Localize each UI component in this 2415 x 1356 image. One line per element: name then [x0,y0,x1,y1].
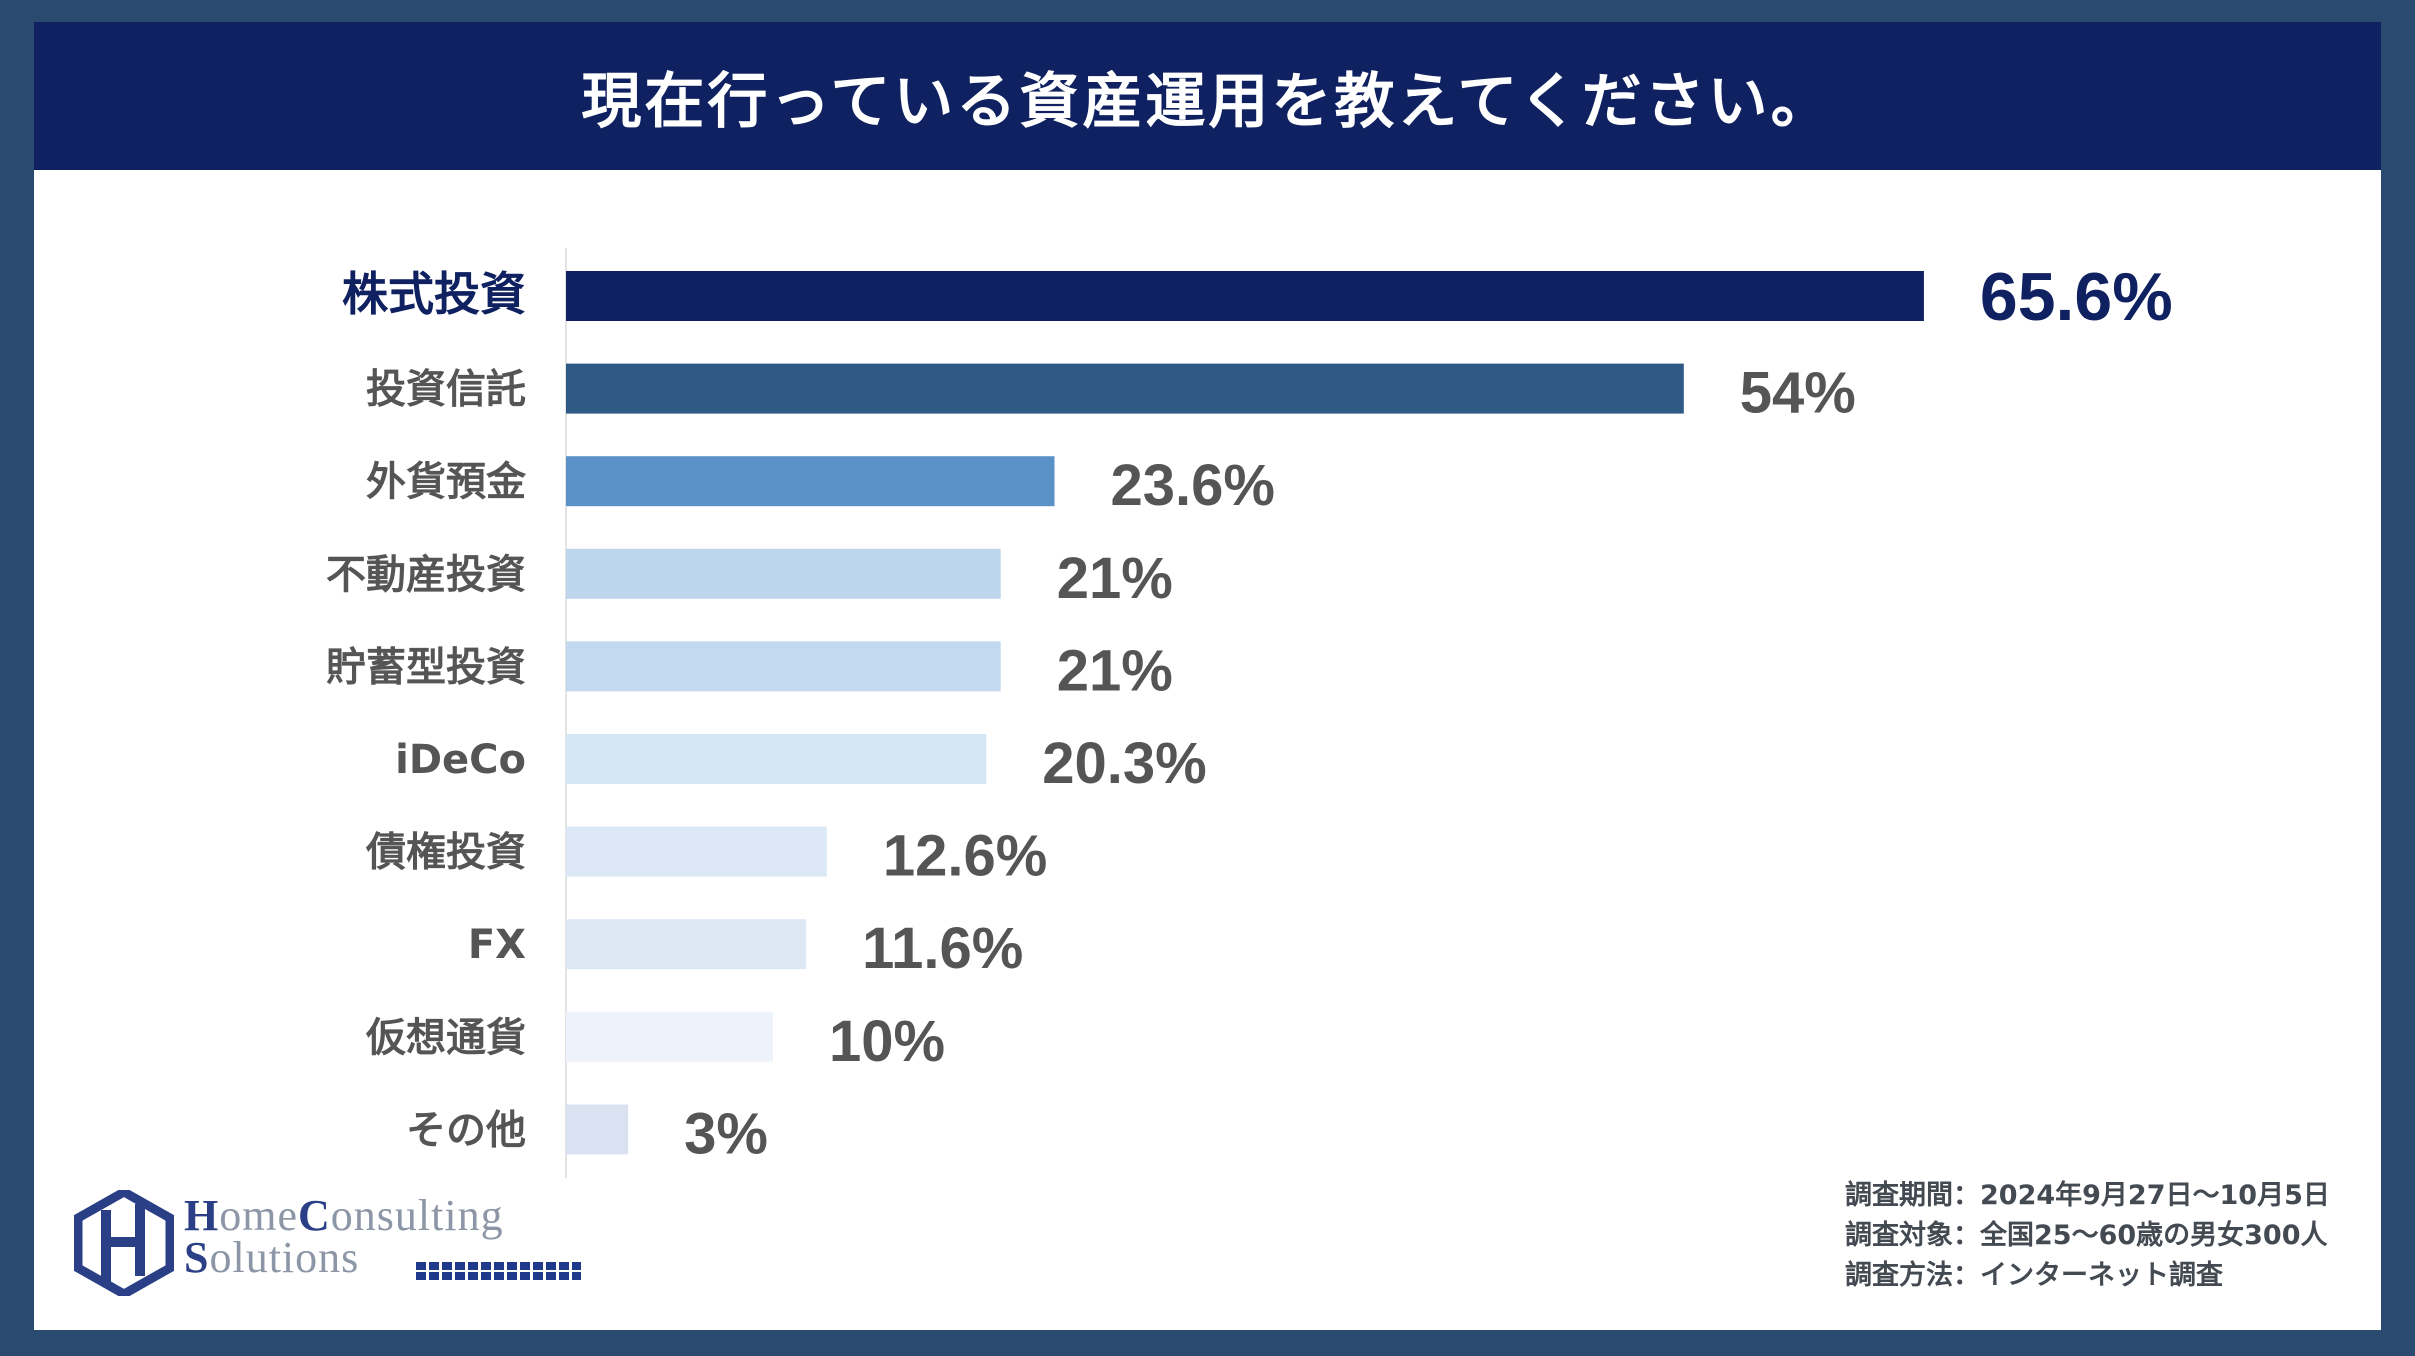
category-label-3: 不動産投資 [326,552,526,598]
bar-5 [566,734,987,784]
value-label-6: 12.6% [883,824,1047,889]
value-label-5: 20.3% [1042,731,1206,796]
bar-6 [566,826,827,877]
value-label-1: 54% [1740,361,1856,426]
survey-notes: 調査期間：2024年9月27日〜10月5日 調査対象：全国25〜60歳の男女30… [1845,1176,2330,1296]
survey-period: 調査期間：2024年9月27日〜10月5日 [1845,1180,2330,1211]
category-label-1: 投資信託 [366,367,526,413]
logo-decoration [416,1262,581,1280]
category-label-7: FX [468,922,526,968]
bar-2 [566,456,1055,507]
category-label-2: 外貨預金 [366,459,527,505]
survey-method: 調査方法：インターネット調査 [1845,1260,2223,1291]
value-label-3: 21% [1057,546,1173,611]
chart-title: 現在行っている資産運用を教えてください。 [581,66,1834,137]
bar-3 [566,548,1001,599]
category-label-6: 債権投資 [365,830,526,876]
hcs-logo-icon [74,1190,174,1296]
bar-1 [566,363,1684,414]
category-label-8: 仮想通貨 [365,1015,526,1061]
value-label-0: 65.6% [1980,259,2173,335]
title-banner: 現在行っている資産運用を教えてください。 [34,22,2381,170]
category-label-5: iDeCo [395,737,526,783]
survey-target: 調査対象：全国25〜60歳の男女300人 [1845,1220,2328,1251]
category-label-9: その他 [406,1107,526,1153]
value-label-4: 21% [1057,638,1173,703]
category-label-0: 株式投資 [342,267,526,321]
bar-8 [566,1011,773,1062]
category-label-4: 貯蓄型投資 [326,644,526,690]
logo-text-line2: Solutions [184,1233,360,1282]
logo-text-line1: HomeConsulting [184,1191,504,1240]
company-logo: HomeConsulting Solutions [74,1190,594,1300]
bar-0 [566,271,1924,321]
bar-7 [566,919,807,970]
bar-9 [566,1104,629,1155]
value-label-8: 10% [829,1009,945,1074]
value-label-7: 11.6% [862,916,1023,981]
value-label-9: 3% [684,1101,768,1166]
value-label-2: 23.6% [1111,453,1275,518]
bar-4 [566,641,1001,692]
